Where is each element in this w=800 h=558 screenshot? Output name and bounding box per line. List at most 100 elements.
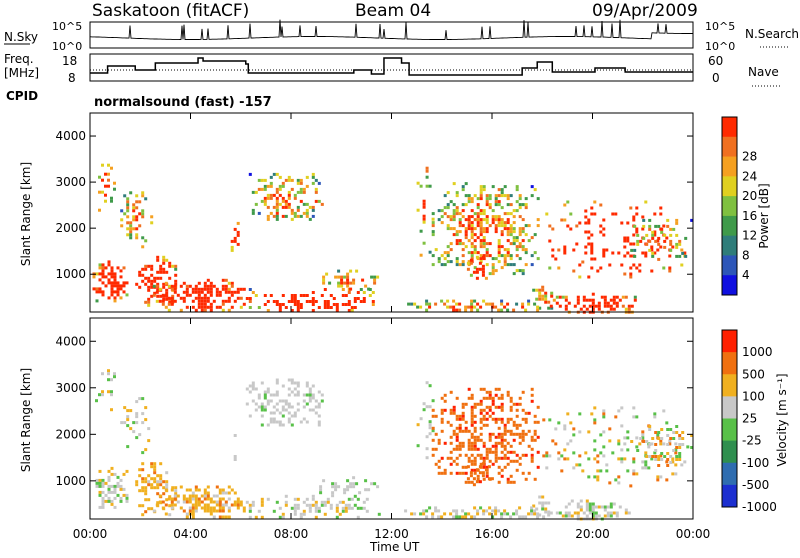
heatmap-cell [343, 275, 347, 279]
heatmap-cell [512, 512, 516, 516]
heatmap-cell [536, 420, 540, 424]
power-colorbar-label: Power [dB] [757, 183, 771, 248]
heatmap-cell [161, 500, 165, 504]
heatmap-cell [482, 414, 486, 418]
colorbar-swatch [722, 374, 737, 397]
heatmap-cell [337, 269, 341, 273]
heatmap-cell [150, 215, 154, 219]
heatmap-cell [194, 503, 198, 507]
heatmap-cell [335, 515, 339, 519]
heatmap-cell [473, 402, 477, 406]
heatmap-cell [98, 263, 102, 267]
heatmap-cell [171, 264, 175, 268]
heatmap-cell [242, 506, 246, 510]
heatmap-cell [230, 488, 234, 492]
heatmap-cell [443, 302, 447, 306]
heatmap-cell [476, 474, 480, 478]
heatmap-cell [660, 227, 664, 231]
heatmap-cell [491, 221, 495, 225]
heatmap-cell [346, 275, 350, 279]
heatmap-cell [588, 508, 592, 512]
colorbar-swatch [722, 462, 737, 486]
colorbar-tick-label: 12 [742, 229, 757, 243]
heatmap-cell [179, 296, 183, 300]
heatmap-cell [452, 411, 456, 415]
heatmap-cell [638, 263, 642, 267]
heatmap-cell [437, 257, 441, 261]
heatmap-cell [431, 221, 435, 225]
heatmap-cell [560, 469, 564, 473]
heatmap-cell [473, 218, 477, 222]
heatmap-cell [352, 482, 356, 486]
x-tick-label: 00:00 [73, 527, 108, 541]
heatmap-cell [452, 227, 456, 231]
heatmap-cell [425, 381, 429, 385]
colorbar-tick-label: 28 [742, 150, 757, 164]
heatmap-cell [599, 203, 603, 207]
freq-step-line [90, 57, 693, 76]
heatmap-cell [215, 305, 219, 309]
heatmap-cell [170, 299, 174, 303]
heatmap-cell [182, 500, 186, 504]
heatmap-cell [248, 172, 252, 176]
heatmap-cell [135, 218, 139, 222]
heatmap-cell [230, 290, 234, 294]
heatmap-cell [227, 299, 231, 303]
heatmap-cell [305, 393, 309, 397]
heatmap-cell [206, 497, 210, 501]
heatmap-cell [446, 215, 450, 219]
heatmap-cell [164, 488, 168, 492]
heatmap-cell [224, 278, 228, 282]
heatmap-cell [470, 209, 474, 213]
heatmap-cell [365, 497, 369, 501]
heatmap-cell [209, 290, 213, 294]
heatmap-cell [200, 494, 204, 498]
heatmap-cell [683, 251, 687, 255]
heatmap-cell [161, 299, 165, 303]
heatmap-cell [469, 474, 473, 478]
heatmap-cell [245, 402, 249, 406]
heatmap-cell [593, 457, 597, 461]
heatmap-cell [470, 236, 474, 240]
heatmap-cell [221, 503, 225, 507]
heatmap-cell [458, 302, 462, 306]
heatmap-cell [506, 221, 510, 225]
heatmap-cell [107, 469, 111, 473]
heatmap-cell [263, 187, 267, 191]
heatmap-cell [461, 429, 465, 433]
heatmap-cell [482, 423, 486, 427]
heatmap-cell [458, 414, 462, 418]
heatmap-cell [203, 287, 207, 291]
heatmap-cell [491, 515, 495, 519]
heatmap-cell [466, 267, 470, 271]
heatmap-cell [437, 260, 441, 264]
heatmap-cell [152, 284, 156, 288]
heatmap-cell [293, 411, 297, 415]
heatmap-cell [458, 453, 462, 457]
heatmap-cell [101, 496, 105, 500]
colorbar-swatch [722, 440, 737, 464]
heatmap-cell [299, 420, 303, 424]
heatmap-cell [512, 432, 516, 436]
heatmap-cell [224, 284, 228, 288]
heatmap-cell [119, 284, 123, 288]
heatmap-cell [182, 494, 186, 498]
heatmap-cell [110, 266, 114, 270]
heatmap-cell [346, 479, 350, 483]
heatmap-cell [314, 405, 318, 409]
heatmap-cell [278, 420, 282, 424]
heatmap-cell [648, 428, 652, 431]
heatmap-cell [138, 433, 142, 437]
heatmap-cell [275, 300, 279, 303]
heatmap-cell [431, 414, 435, 418]
colorbar-swatch [722, 352, 737, 375]
heatmap-cell [530, 512, 534, 516]
heatmap-cell [503, 429, 507, 433]
freq-label-line2: [MHz] [4, 66, 39, 80]
heatmap-cell [278, 184, 282, 188]
heatmap-cell [479, 426, 483, 430]
heatmap-cell [126, 206, 130, 210]
heatmap-cell [349, 485, 353, 489]
colorbar-frame [721, 116, 738, 296]
heatmap-cell [509, 233, 513, 237]
